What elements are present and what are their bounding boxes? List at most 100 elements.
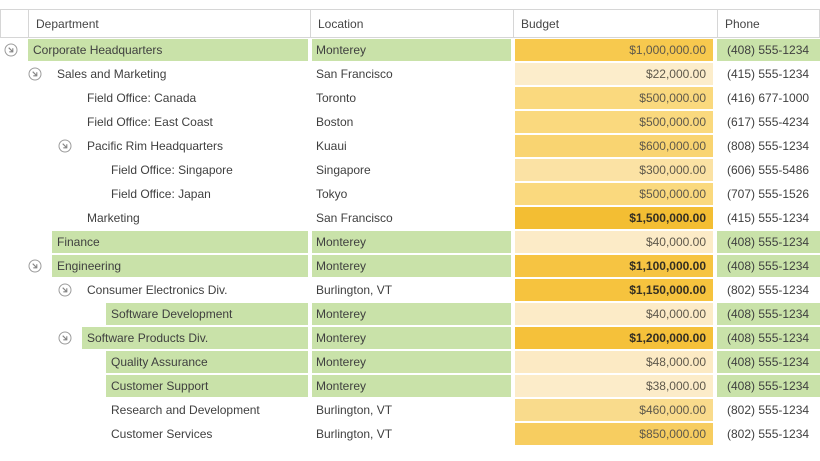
- department-label: Marketing: [87, 211, 140, 225]
- phone-cell[interactable]: (707) 555-1526: [727, 187, 810, 201]
- table-row[interactable]: Marketing San Francisco $1,500,000.00 (415)…: [0, 207, 820, 229]
- location-cell[interactable]: Monterey: [312, 327, 511, 349]
- phone-cell[interactable]: (408) 555-1234: [717, 231, 820, 253]
- department-label: Customer Support: [111, 379, 209, 393]
- department-cell[interactable]: Field Office: East Coast: [0, 111, 310, 133]
- phone-cell[interactable]: (802) 555-1234: [727, 283, 810, 297]
- phone-cell[interactable]: (415) 555-1234: [727, 211, 810, 225]
- department-cell[interactable]: Customer Services: [0, 423, 310, 445]
- table-row[interactable]: Pacific Rim Headquarters Kuaui $600,000.00…: [0, 135, 820, 157]
- department-cell[interactable]: Field Office: Canada: [0, 87, 310, 109]
- table-row[interactable]: Corporate Headquarters Monterey $1,000,000…: [0, 39, 820, 61]
- table-row[interactable]: Field Office: Canada Toronto $500,000.00 (4…: [0, 87, 820, 109]
- expand-row-icon[interactable]: [28, 259, 42, 273]
- department-cell[interactable]: Software Products Div.: [0, 327, 310, 349]
- expand-row-icon[interactable]: [58, 331, 72, 345]
- column-header-department[interactable]: Department: [28, 10, 310, 37]
- location-cell[interactable]: Singapore: [316, 163, 371, 177]
- table-row[interactable]: Customer Support Monterey $38,000.00 (408) …: [0, 375, 820, 397]
- budget-cell[interactable]: $22,000.00: [515, 63, 713, 85]
- location-cell[interactable]: Burlington, VT: [316, 403, 393, 417]
- department-cell[interactable]: Corporate Headquarters: [0, 39, 310, 61]
- location-cell[interactable]: Kuaui: [316, 139, 347, 153]
- budget-cell[interactable]: $40,000.00: [515, 231, 713, 253]
- phone-cell[interactable]: (408) 555-1234: [717, 303, 820, 325]
- department-cell[interactable]: Finance: [0, 231, 310, 253]
- expand-row-icon[interactable]: [58, 139, 72, 153]
- phone-cell[interactable]: (408) 555-1234: [717, 351, 820, 373]
- location-cell[interactable]: Monterey: [312, 255, 511, 277]
- department-cell[interactable]: Field Office: Singapore: [0, 159, 310, 181]
- phone-cell[interactable]: (606) 555-5486: [727, 163, 810, 177]
- location-cell[interactable]: Toronto: [316, 91, 357, 105]
- table-row[interactable]: Customer Services Burlington, VT $850,000.…: [0, 423, 820, 445]
- column-headers-row: Department Location Budget Phone: [0, 9, 820, 38]
- phone-cell[interactable]: (408) 555-1234: [717, 327, 820, 349]
- table-row[interactable]: Software Products Div. Monterey $1,200,000…: [0, 327, 820, 349]
- department-cell[interactable]: Field Office: Japan: [0, 183, 310, 205]
- table-row[interactable]: Research and Development Burlington, VT $4…: [0, 399, 820, 421]
- expand-row-icon[interactable]: [58, 283, 72, 297]
- location-cell[interactable]: Monterey: [312, 303, 511, 325]
- table-row[interactable]: Field Office: Singapore Singapore $300,000…: [0, 159, 820, 181]
- location-cell[interactable]: Monterey: [312, 351, 511, 373]
- column-header-location[interactable]: Location: [310, 10, 513, 37]
- budget-cell[interactable]: $48,000.00: [515, 351, 713, 373]
- location-cell[interactable]: Burlington, VT: [316, 427, 393, 441]
- department-cell[interactable]: Sales and Marketing: [0, 63, 310, 85]
- table-row[interactable]: Software Development Monterey $40,000.00 (4…: [0, 303, 820, 325]
- table-row[interactable]: Engineering Monterey $1,100,000.00 (408) 55…: [0, 255, 820, 277]
- location-cell[interactable]: Monterey: [312, 375, 511, 397]
- expand-row-icon[interactable]: [4, 43, 18, 57]
- phone-cell[interactable]: (808) 555-1234: [727, 139, 810, 153]
- budget-cell[interactable]: $1,500,000.00: [515, 207, 713, 229]
- budget-cell[interactable]: $850,000.00: [515, 423, 713, 445]
- budget-cell[interactable]: $500,000.00: [515, 87, 713, 109]
- department-cell[interactable]: Software Development: [0, 303, 310, 325]
- department-cell[interactable]: Consumer Electronics Div.: [0, 279, 310, 301]
- location-cell[interactable]: Boston: [316, 115, 354, 129]
- phone-cell[interactable]: (416) 677-1000: [727, 91, 810, 105]
- budget-cell[interactable]: $40,000.00: [515, 303, 713, 325]
- budget-cell[interactable]: $600,000.00: [515, 135, 713, 157]
- location-cell[interactable]: Monterey: [312, 39, 511, 61]
- table-row[interactable]: Quality Assurance Monterey $48,000.00 (408)…: [0, 351, 820, 373]
- location-cell[interactable]: Burlington, VT: [316, 283, 393, 297]
- table-row[interactable]: Field Office: East Coast Boston $500,000.0…: [0, 111, 820, 133]
- phone-cell[interactable]: (408) 555-1234: [717, 255, 820, 277]
- budget-cell[interactable]: $460,000.00: [515, 399, 713, 421]
- phone-cell[interactable]: (802) 555-1234: [727, 427, 810, 441]
- table-row[interactable]: Sales and Marketing San Francisco $22,000.…: [0, 63, 820, 85]
- budget-cell[interactable]: $500,000.00: [515, 111, 713, 133]
- column-header-phone[interactable]: Phone: [717, 10, 820, 37]
- budget-cell[interactable]: $1,150,000.00: [515, 279, 713, 301]
- column-header-budget[interactable]: Budget: [513, 10, 717, 37]
- budget-cell[interactable]: $1,200,000.00: [515, 327, 713, 349]
- table-row[interactable]: Field Office: Japan Tokyo $500,000.00 (707)…: [0, 183, 820, 205]
- phone-cell[interactable]: (617) 555-4234: [727, 115, 810, 129]
- budget-cell[interactable]: $1,000,000.00: [515, 39, 713, 61]
- location-cell[interactable]: Tokyo: [316, 187, 348, 201]
- department-cell[interactable]: Pacific Rim Headquarters: [0, 135, 310, 157]
- budget-cell[interactable]: $300,000.00: [515, 159, 713, 181]
- department-cell[interactable]: Quality Assurance: [0, 351, 310, 373]
- budget-cell[interactable]: $1,100,000.00: [515, 255, 713, 277]
- department-cell[interactable]: Customer Support: [0, 375, 310, 397]
- phone-cell[interactable]: (408) 555-1234: [717, 375, 820, 397]
- department-cell[interactable]: Research and Development: [0, 399, 310, 421]
- phone-cell[interactable]: (408) 555-1234: [717, 39, 820, 61]
- location-cell[interactable]: San Francisco: [316, 67, 393, 81]
- phone-cell[interactable]: (802) 555-1234: [727, 403, 810, 417]
- expand-row-icon[interactable]: [28, 67, 42, 81]
- location-cell[interactable]: Monterey: [312, 231, 511, 253]
- department-label: Sales and Marketing: [57, 67, 167, 81]
- table-row[interactable]: Finance Monterey $40,000.00 (408) 555-1234: [0, 231, 820, 253]
- department-label: Field Office: Singapore: [111, 163, 233, 177]
- department-cell[interactable]: Marketing: [0, 207, 310, 229]
- budget-cell[interactable]: $38,000.00: [515, 375, 713, 397]
- department-cell[interactable]: Engineering: [0, 255, 310, 277]
- budget-cell[interactable]: $500,000.00: [515, 183, 713, 205]
- phone-cell[interactable]: (415) 555-1234: [727, 67, 810, 81]
- table-row[interactable]: Consumer Electronics Div. Burlington, VT $…: [0, 279, 820, 301]
- location-cell[interactable]: San Francisco: [316, 211, 393, 225]
